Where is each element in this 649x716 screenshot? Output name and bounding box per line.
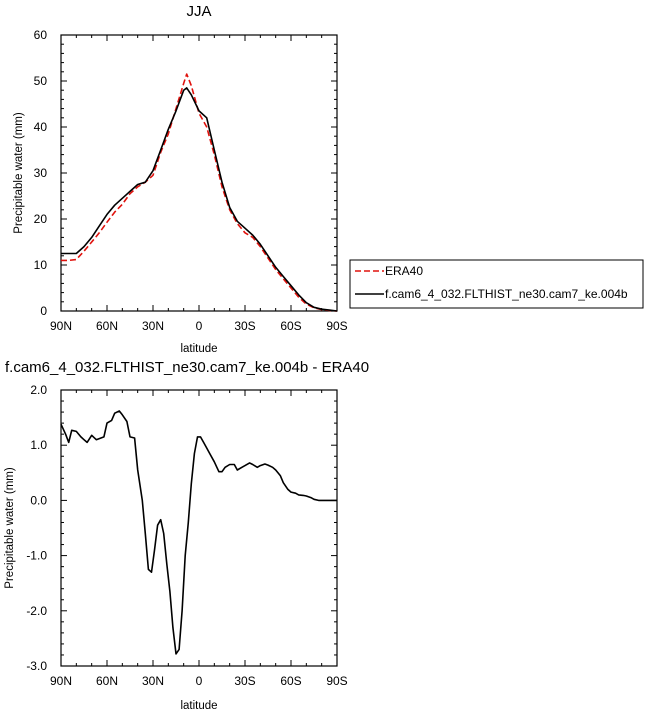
bottom-ytick-label: 0.0 (30, 493, 47, 507)
top-chart-panel: JJA 90N 60N 30N 0 30S 60S 90S 0 10 20 30 40 50 60 lat… (13, 3, 348, 355)
top-ytick-label: 20 (34, 212, 48, 226)
top-series-line-0 (61, 73, 338, 312)
top-chart-series (61, 73, 338, 312)
legend-label-model: f.cam6_4_032.FLTHIST_ne30.cam7_ke.004b (385, 287, 628, 301)
legend-label-era40: ERA40 (385, 264, 423, 278)
bottom-xtick-label: 0 (196, 674, 203, 688)
top-chart-title: JJA (186, 3, 211, 20)
bottom-ytick-label: 2.0 (30, 383, 47, 397)
bottom-series-line-0 (60, 410, 337, 655)
bottom-chart-frame (60, 389, 338, 667)
top-xtick-label: 30N (142, 319, 164, 333)
bottom-xtick-label: 60N (96, 674, 118, 688)
bottom-ytick-label: -3.0 (26, 659, 47, 673)
top-xtick-label: 60N (96, 319, 118, 333)
top-chart-ticks: 90N 60N 30N 0 30S 60S 90S 0 10 20 30 40 50 60 (34, 28, 348, 333)
top-xtick-label: 90S (326, 319, 347, 333)
top-xtick-label: 90N (50, 319, 72, 333)
top-ytick-label: 40 (34, 120, 48, 134)
bottom-xtick-label: 90S (326, 674, 347, 688)
bottom-chart-ticks: 90N 60N 30N 0 30S 60S 90S -3.0 -2.0 -1.0 0.0 1.0 2.0 (26, 383, 347, 688)
bottom-chart-panel: f.cam6_4_032.FLTHIST_ne30.cam7_ke.004b -… (4, 359, 369, 712)
bottom-ytick-label: 1.0 (30, 438, 47, 452)
bottom-chart-series (60, 410, 337, 655)
bottom-xtick-label: 30S (234, 674, 255, 688)
bottom-xtick-label: 60S (280, 674, 301, 688)
top-ytick-label: 0 (40, 304, 47, 318)
legend: ERA40 f.cam6_4_032.FLTHIST_ne30.cam7_ke.… (349, 259, 644, 309)
bottom-xtick-label: 90N (50, 674, 72, 688)
bottom-ytick-label: -2.0 (26, 604, 47, 618)
top-ytick-label: 60 (34, 28, 48, 42)
top-xtick-label: 0 (196, 319, 203, 333)
bottom-xtick-label: 30N (142, 674, 164, 688)
bottom-ytick-label: -1.0 (26, 549, 47, 563)
top-xtick-label: 30S (234, 319, 255, 333)
top-xtick-label: 60S (280, 319, 301, 333)
bottom-chart-ylabel: Precipitable water (mm) (4, 467, 16, 589)
top-series-line-1 (61, 87, 338, 312)
top-ytick-label: 10 (34, 258, 48, 272)
bottom-chart-title: f.cam6_4_032.FLTHIST_ne30.cam7_ke.004b -… (5, 359, 369, 376)
legend-box (349, 259, 644, 309)
top-ytick-label: 50 (34, 74, 48, 88)
bottom-chart-xlabel: latitude (180, 700, 217, 712)
top-chart-xlabel: latitude (180, 343, 217, 355)
top-ytick-label: 30 (34, 166, 48, 180)
top-chart-ylabel: Precipitable water (mm) (13, 112, 25, 234)
top-chart-frame (60, 34, 338, 312)
